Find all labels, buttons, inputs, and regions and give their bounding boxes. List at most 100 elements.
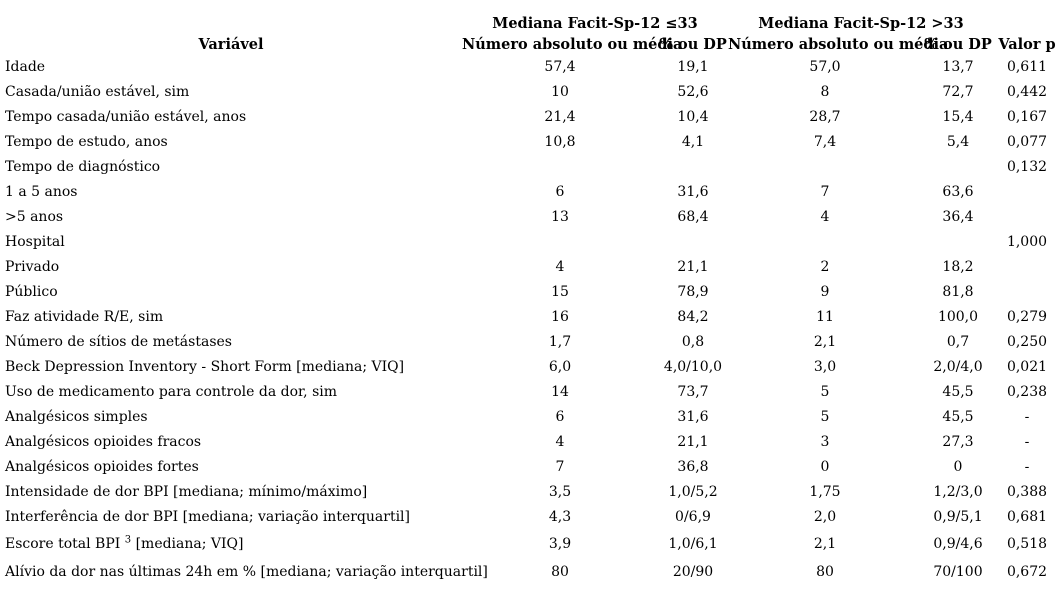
variable-label: Tempo casada/união estável, anos (5, 108, 247, 125)
group1-pct-cell (658, 154, 728, 179)
variable-label: Número de sítios de metástases (5, 333, 232, 350)
column-header-g2-n: Número absoluto ou média (728, 35, 949, 53)
group2-n-cell: 28,7 (809, 108, 841, 125)
group1-pct-cell: 68,4 (677, 208, 709, 225)
group2-pct-cell: 45,5 (942, 383, 974, 400)
variable-label: Tempo de estudo, anos (5, 133, 168, 150)
group1-n-cell: 10,8 (544, 133, 576, 150)
group1-pct-cell: 19,1 (677, 58, 709, 75)
p-value-cell: 0,238 (1006, 383, 1048, 400)
group2-pct-cell: 63,6 (942, 183, 974, 200)
group1-n-cell: 21,4 (544, 108, 576, 125)
group2-n-cell: 3,0 (813, 358, 837, 375)
group2-pct-cell: 81,8 (942, 283, 974, 300)
variable-label: Privado (5, 258, 60, 275)
p-value-cell: 0,279 (1006, 308, 1048, 325)
variable-label: Analgésicos simples (5, 408, 148, 425)
variable-label: Beck Depression Inventory - Short Form [… (5, 358, 405, 375)
group1-n-cell: 1,7 (548, 333, 572, 350)
variable-label: 1 a 5 anos (5, 183, 78, 200)
table-row: Idade 57,4 19,1 57,0 13,7 0,611 (0, 54, 1060, 79)
table-row: Alívio da dor nas últimas 24h em % [medi… (0, 559, 1060, 585)
variable-label: Intensidade de dor BPI [mediana; mínimo/… (5, 483, 368, 500)
variable-label: Idade (5, 58, 46, 75)
table-row: Escore total BPI 3 [mediana; VIQ] 3,9 1,0/… (0, 529, 1060, 559)
group1-pct-cell: 52,6 (677, 83, 709, 100)
table-row: Público 15 78,9 9 81,8 (0, 279, 1060, 304)
p-value-cell: 0,021 (1006, 358, 1048, 375)
group1-pct-cell: 21,1 (677, 433, 709, 450)
group1-pct-cell: 0,8 (681, 333, 705, 350)
table-row: Analgésicos opioides fracos 4 21,1 3 27,3 - (0, 429, 1060, 454)
p-value-cell: 0,250 (1006, 333, 1048, 350)
group1-pct-cell: 84,2 (677, 308, 709, 325)
group-header-spacer (0, 12, 462, 34)
group2-pct-cell: 70/100 (933, 564, 983, 580)
group-header-spacer-right (994, 12, 1060, 34)
variable-label: Faz atividade R/E, sim (5, 308, 164, 325)
column-header-row: Variável Número absoluto ou média % ou D… (0, 34, 1060, 54)
group2-n-cell: 80 (816, 564, 834, 580)
table-row: Privado 4 21,1 2 18,2 (0, 254, 1060, 279)
p-value-cell: 0,077 (1006, 133, 1048, 150)
p-value-cell: 0,132 (1006, 158, 1048, 175)
footnote-superscript: 3 (124, 534, 132, 546)
group1-pct-cell: 4,1 (681, 133, 705, 150)
column-header-p-value: Valor p (998, 35, 1056, 53)
group2-pct-cell: 27,3 (942, 433, 974, 450)
table-row: Faz atividade R/E, sim 16 84,2 11 100,0 0,279 (0, 304, 1060, 329)
group1-n-cell: 80 (551, 564, 569, 580)
group2-n-cell: 2,1 (813, 536, 837, 552)
column-header-variable: Variável (198, 35, 264, 53)
table-row: >5 anos 13 68,4 4 36,4 (0, 204, 1060, 229)
group2-n-cell (728, 229, 922, 254)
group2-pct-cell: 45,5 (942, 408, 974, 425)
group1-n-cell: 4,3 (548, 508, 572, 525)
column-header-g1-pct: % ou DP (659, 35, 727, 53)
variable-label: Alívio da dor nas últimas 24h em % [medi… (5, 564, 488, 580)
group1-n-cell (462, 229, 658, 254)
group1-n-cell: 3,9 (548, 536, 572, 552)
group2-pct-cell: 18,2 (942, 258, 974, 275)
group-header-low: Mediana Facit-Sp-12 ≤33 (492, 14, 698, 32)
group1-pct-cell: 20/90 (672, 564, 714, 580)
group1-pct-cell: 1,0/6,1 (668, 536, 718, 552)
group1-n-cell: 16 (551, 308, 569, 325)
group2-n-cell: 1,75 (809, 483, 841, 500)
group1-n-cell (462, 154, 658, 179)
table-row: Uso de medicamento para controle da dor,… (0, 379, 1060, 404)
group2-n-cell: 5 (820, 408, 830, 425)
group2-n-cell: 3 (820, 433, 830, 450)
group2-pct-cell: 1,2/3,0 (933, 483, 983, 500)
variable-label: Hospital (5, 233, 65, 250)
table-row: Beck Depression Inventory - Short Form [… (0, 354, 1060, 379)
variable-label: Escore total BPI 3 [mediana; VIQ] (5, 534, 244, 552)
group1-pct-cell: 0/6,9 (675, 508, 711, 525)
p-value-cell: 0,388 (1006, 483, 1048, 500)
variable-label: Uso de medicamento para controle da dor,… (5, 383, 338, 400)
group2-n-cell: 2,1 (813, 333, 837, 350)
group1-pct-cell: 36,8 (677, 458, 709, 475)
table-row: Hospital 1,000 (0, 229, 1060, 254)
variable-label: Casada/união estável, sim (5, 83, 190, 100)
p-value-cell (994, 179, 1060, 204)
group2-n-cell: 7,4 (813, 133, 837, 150)
group1-n-cell: 6 (555, 408, 565, 425)
p-value-cell (994, 279, 1060, 304)
group2-n-cell (728, 154, 922, 179)
p-value-cell: 0,611 (1006, 58, 1048, 75)
group2-n-cell: 5 (820, 383, 830, 400)
p-value-cell (994, 254, 1060, 279)
group2-n-cell: 8 (820, 83, 830, 100)
group1-pct-cell: 31,6 (677, 183, 709, 200)
p-value-cell: 0,518 (1006, 536, 1048, 552)
group2-n-cell: 2 (820, 258, 830, 275)
group2-pct-cell: 0,7 (946, 333, 970, 350)
group1-n-cell: 10 (551, 83, 569, 100)
p-value-cell: 0,442 (1006, 83, 1048, 100)
variable-label: Analgésicos opioides fracos (5, 433, 202, 450)
variable-label: Tempo de diagnóstico (5, 158, 161, 175)
group1-n-cell: 4 (555, 258, 565, 275)
group2-pct-cell: 15,4 (942, 108, 974, 125)
p-value-cell: 1,000 (1006, 233, 1048, 250)
